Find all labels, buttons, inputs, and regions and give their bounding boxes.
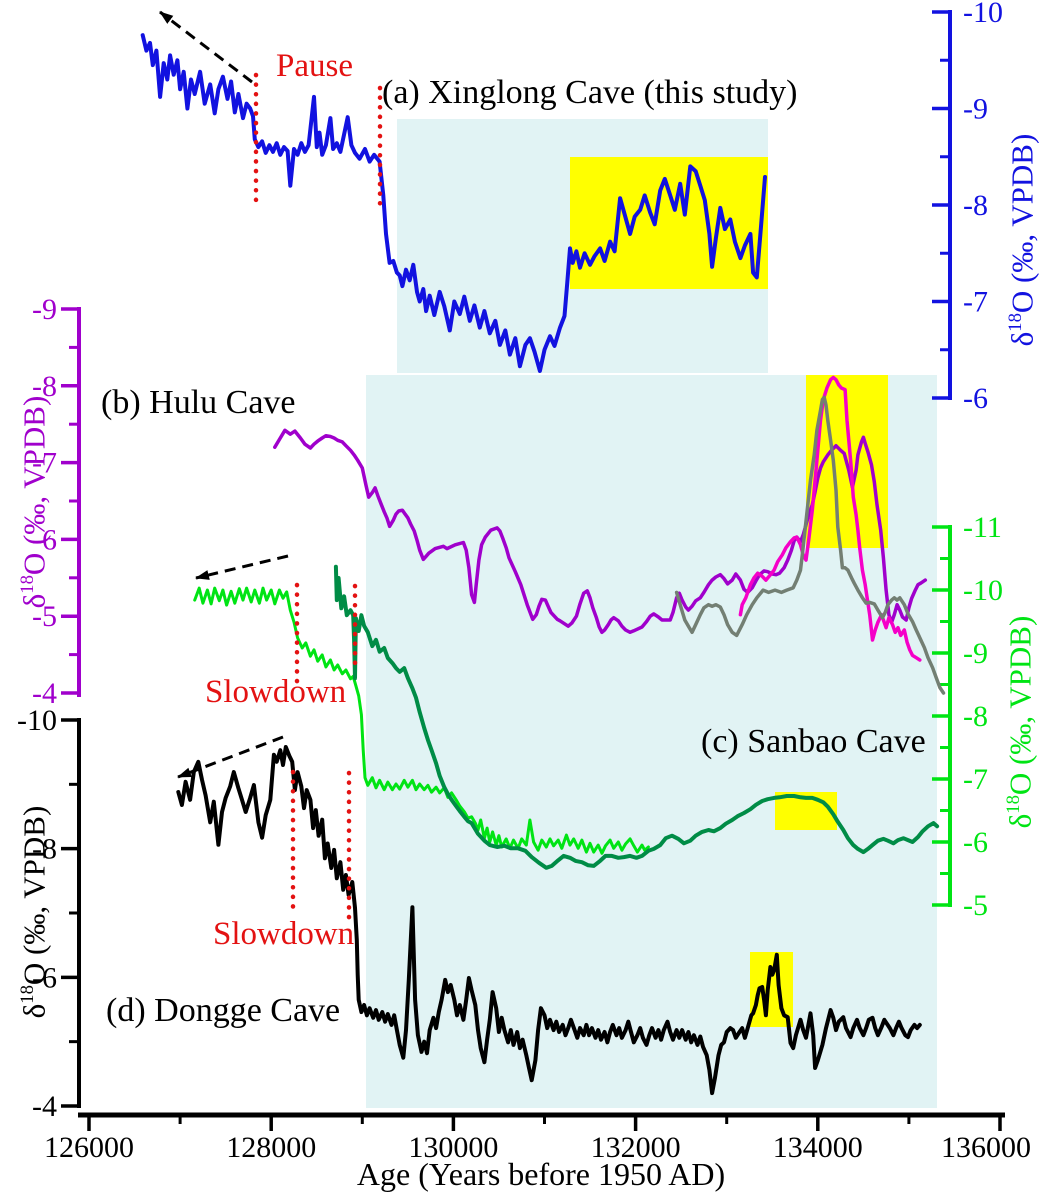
series-hulu-purple [273,428,928,635]
y-tick-label: -10 [963,574,1003,607]
x-tick-label: 126000 [44,1131,134,1164]
y-tick-label: -11 [963,511,1002,544]
y-tick-label: -6 [963,826,988,859]
trend-arrow [195,554,289,580]
y-tick-label: -7 [32,447,57,480]
y-tick-label: -5 [963,889,988,922]
series-sanbao-dark [333,564,940,870]
series-hulu-pink [738,375,922,662]
x-tick-label: 130000 [408,1131,498,1164]
panel-d-label: (d) Dongge Cave [106,992,341,1029]
y-title-superscript: 18 [1005,313,1026,332]
y-tick-label: -9 [963,93,988,126]
y-title-superscript: 18 [17,575,38,594]
x-tick-label: 128000 [226,1131,316,1164]
x-axis-title: Age (Years before 1950 AD) [356,1156,726,1192]
series-sanbao-light [193,586,650,855]
y-axis-title-xinglong: δ18O (‰, VPDB) [996,40,1039,440]
y-title-part: δ [16,593,52,609]
series-dongge-black [176,745,922,1096]
y-title-part: O (‰, VPDB) [16,805,52,986]
y-axis-dongge: -10 -8 -6 -4 [17,704,81,1123]
y-axis-title-sanbao: δ18O (‰, VPDB) [994,522,1038,922]
x-tick-label: 132000 [591,1131,681,1164]
y-axis-hulu: -9 -8 -7 -6 -5 -4 [32,293,81,710]
y-tick-label: -4 [32,1090,57,1123]
y-tick-label: -10 [17,704,57,737]
y-title-part: δ [16,1003,52,1019]
trend-arrow [159,10,253,84]
y-axis-title-dongge: δ18O (‰, VPDB) [8,712,52,1112]
y-title-part: δ [1004,331,1039,347]
event-dotted-lines [253,72,383,923]
y-tick-label: -5 [32,600,57,633]
trend-arrow [177,735,284,779]
y-title-part: δ [1002,813,1038,829]
y-tick-label: -6 [32,523,57,556]
y-tick-label: -8 [32,833,57,866]
slowdown-annotation-dongge: Slowdown [213,916,355,952]
y-title-part: O (‰, VPDB) [1002,615,1038,796]
y-axis-sanbao: -11 -10 -9 -8 -7 -6 -5 [932,511,1003,922]
y-tick-label: -8 [963,189,988,222]
x-tick-label: 136000 [941,1131,1031,1164]
y-axis-title-hulu: δ18O (‰, VPDB) [8,302,52,702]
y-title-part: O (‰, VPDB) [1004,133,1039,314]
series-xinglong-blue [140,33,767,373]
x-axis: 126000 128000 130000 132000 134000 136000 [44,1112,1031,1164]
trend-arrows [159,10,289,779]
y-tick-label: -4 [32,677,57,710]
panel-b-label: (b) Hulu Cave [101,384,296,421]
series-group [140,33,946,1096]
slowdown-annotation-sanbao: Slowdown [205,674,347,710]
y-tick-label: -8 [963,700,988,733]
y-tick-label: -6 [32,961,57,994]
y-tick-label: -9 [963,637,988,670]
y-axis-xinglong: -10 -9 -8 -7 -6 [932,0,1003,415]
y-tick-label: -6 [963,382,988,415]
y-title-superscript: 18 [17,985,38,1004]
y-tick-label: -10 [963,0,1003,29]
panel-c-label: (c) Sanbao Cave [701,723,926,760]
pause-annotation: Pause [276,48,353,84]
y-tick-label: -8 [32,370,57,403]
y-tick-label: -9 [32,293,57,326]
y-tick-label: -7 [963,286,988,319]
panel-a-label: (a) Xinglong Cave (this study) [382,74,798,111]
x-tick-label: 134000 [773,1131,863,1164]
highlight-box [570,157,768,289]
series-hulu-gray [674,395,946,695]
y-title-superscript: 18 [1003,795,1024,814]
y-title-part: O (‰, VPDB) [16,395,52,576]
y-tick-label: -7 [963,763,988,796]
